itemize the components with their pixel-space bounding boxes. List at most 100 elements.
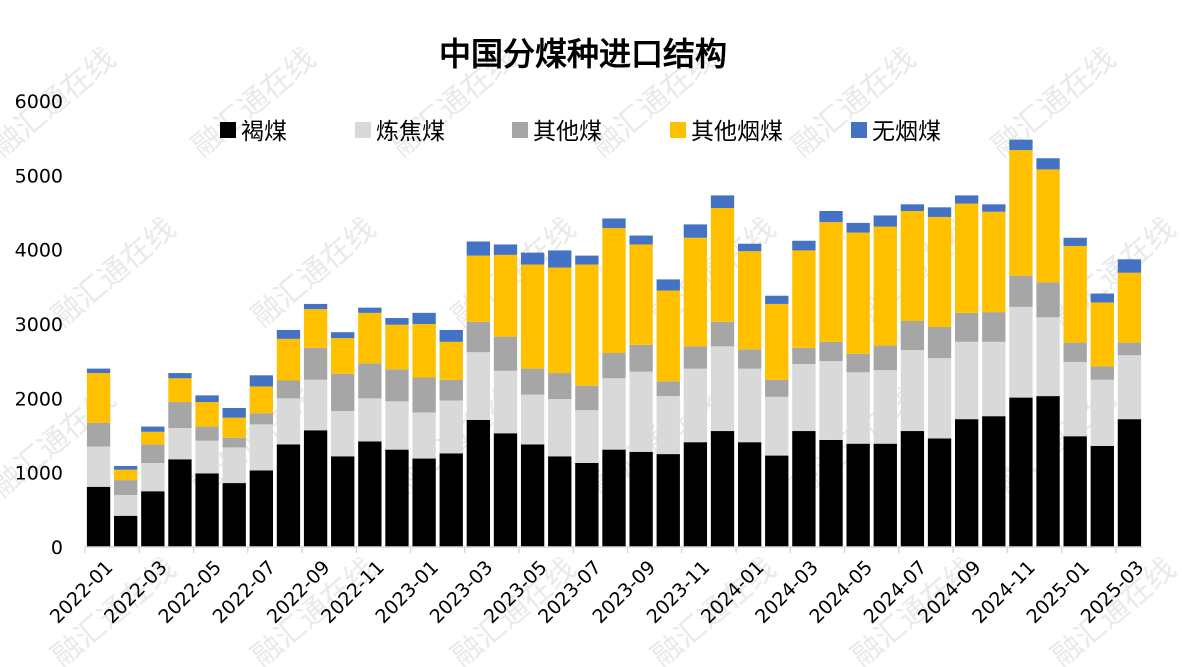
- bar-segment: [927, 438, 952, 547]
- bar-segment: [412, 412, 436, 459]
- bar-segment: [412, 324, 436, 378]
- bar-segment: [141, 463, 165, 492]
- bar-segment: [846, 222, 870, 233]
- y-axis: 0 1000 2000 3000 4000 5000 6000: [15, 91, 63, 559]
- bar-segment: [412, 458, 436, 547]
- bar-segment: [331, 338, 355, 374]
- bar-segment: [710, 346, 735, 432]
- bar-segment: [303, 379, 328, 431]
- bar-segment: [1036, 317, 1060, 397]
- bar-segment: [520, 252, 545, 265]
- bar-segment: [114, 469, 138, 481]
- legend-item: 褐煤: [220, 119, 287, 145]
- bar-segment: [114, 515, 138, 547]
- y-tick-label: 3000: [15, 314, 63, 336]
- bar-segment: [249, 386, 273, 414]
- bar-segment: [602, 228, 626, 353]
- bar-segment: [385, 401, 409, 450]
- bar-segment: [520, 394, 545, 445]
- bar-segment: [141, 444, 165, 463]
- bar-segment: [276, 329, 301, 339]
- bar-segment: [249, 424, 273, 471]
- bar-segment: [846, 372, 870, 444]
- bar-segment: [222, 408, 246, 418]
- bar-segment: [575, 385, 599, 411]
- bar-segment: [86, 446, 111, 487]
- bar-segment: [249, 470, 273, 547]
- bar-segment: [982, 341, 1006, 417]
- bar-segment: [493, 244, 518, 255]
- bar-segment: [900, 321, 925, 351]
- legend-item: 其他烟煤: [670, 119, 783, 145]
- bar-segment: [1063, 361, 1087, 437]
- bar-segment: [1090, 445, 1114, 547]
- bar-segment: [1117, 355, 1142, 420]
- bar-segment: [792, 364, 816, 432]
- bar-segment: [629, 451, 653, 547]
- bar-segment: [141, 431, 165, 445]
- bar-segment: [629, 244, 653, 345]
- bar-segment: [819, 361, 843, 440]
- bar-segment: [1009, 306, 1033, 398]
- bar-segment: [737, 442, 762, 547]
- bar-segment: [737, 243, 762, 252]
- bar-segment: [1063, 342, 1087, 362]
- bar-segment: [412, 377, 436, 413]
- bar-segment: [602, 378, 626, 450]
- bar-segment: [548, 399, 572, 457]
- bar-segment: [955, 341, 979, 420]
- bar-segment: [1090, 302, 1114, 367]
- bar-segment: [629, 235, 653, 245]
- bar-segment: [520, 368, 545, 395]
- bar-segment: [1117, 419, 1142, 547]
- bar-segment: [548, 373, 572, 400]
- bar-segment: [927, 358, 952, 439]
- bar-segment: [819, 222, 843, 342]
- bar-segment: [575, 463, 599, 547]
- bar-segment: [86, 373, 111, 423]
- legend-swatch: [512, 122, 528, 138]
- bar-segment: [195, 440, 219, 474]
- bar-segment: [276, 444, 301, 547]
- bar-segment: [656, 381, 680, 397]
- bar-segment: [195, 426, 219, 441]
- bar-segment: [710, 195, 735, 209]
- legend-item: 炼焦煤: [355, 119, 445, 145]
- bar-segment: [575, 410, 599, 464]
- bar-segment: [819, 211, 843, 223]
- bar-segment: [955, 312, 979, 342]
- bar-segment: [114, 494, 138, 516]
- bar-segment: [249, 413, 273, 425]
- bar-segment: [737, 251, 762, 350]
- bar-segment: [331, 332, 355, 339]
- bar-segment: [520, 444, 545, 547]
- bar-segment: [195, 473, 219, 547]
- bar-segment: [331, 373, 355, 411]
- bar-segment: [520, 264, 545, 369]
- bar-segment: [86, 422, 111, 447]
- bar-segment: [439, 453, 463, 547]
- bar-segment: [656, 290, 680, 382]
- bar-segment: [656, 454, 680, 547]
- watermark-text: 融汇通在线: [985, 41, 1122, 164]
- bar-segment: [1090, 293, 1114, 303]
- bar-segment: [737, 349, 762, 369]
- bar-segment: [466, 419, 491, 547]
- bar-segment: [1117, 259, 1142, 273]
- bar-segment: [222, 483, 246, 547]
- bar-segment: [1117, 342, 1142, 356]
- bar-segment: [168, 378, 192, 403]
- bar-segment: [168, 373, 192, 379]
- bar-segment: [276, 380, 301, 399]
- y-tick-label: 5000: [15, 165, 63, 187]
- bar-segment: [982, 204, 1006, 212]
- bar-segment: [982, 416, 1006, 547]
- bar-segment: [493, 370, 518, 434]
- bar-segment: [575, 264, 599, 386]
- bar-segment: [955, 419, 979, 547]
- bar-segment: [656, 279, 680, 291]
- bar-segment: [710, 431, 735, 547]
- bar-segment: [602, 352, 626, 379]
- bar-segment: [1063, 245, 1087, 343]
